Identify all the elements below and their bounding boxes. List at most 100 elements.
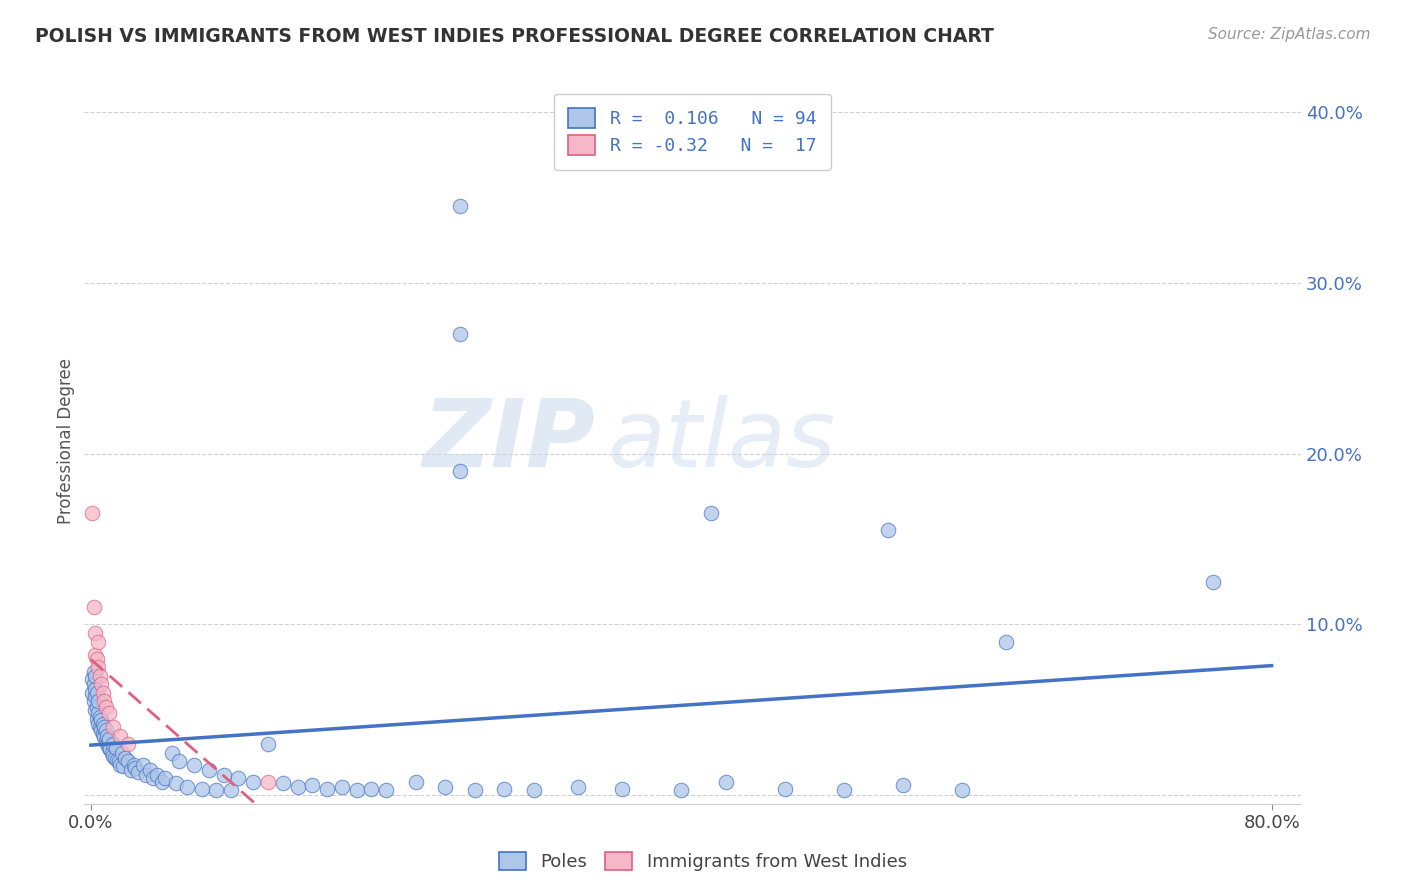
Point [494, 781, 516, 796]
Point [1201, 574, 1223, 589]
Point [228, 772, 250, 786]
Point [89, 710, 111, 724]
Point [219, 783, 242, 797]
Point [84, 626, 107, 640]
Point [205, 783, 228, 797]
Point [94, 699, 117, 714]
Point [257, 774, 280, 789]
Point [111, 746, 134, 760]
Point [86, 686, 108, 700]
Point [271, 776, 294, 790]
Point [671, 783, 693, 797]
Point [464, 783, 486, 797]
Point [700, 507, 723, 521]
Point [212, 768, 235, 782]
Point [153, 772, 176, 786]
Point [131, 757, 153, 772]
Point [891, 778, 914, 792]
Point [114, 751, 136, 765]
Point [876, 524, 898, 538]
Point [301, 778, 323, 792]
Point [449, 464, 471, 478]
Point [83, 600, 105, 615]
Text: POLISH VS IMMIGRANTS FROM WEST INDIES PROFESSIONAL DEGREE CORRELATION CHART: POLISH VS IMMIGRANTS FROM WEST INDIES PR… [35, 27, 994, 45]
Point [91, 686, 114, 700]
Point [150, 774, 173, 789]
Point [83, 677, 105, 691]
Point [84, 669, 107, 683]
Point [169, 754, 191, 768]
Point [117, 754, 139, 768]
Point [567, 780, 589, 794]
Point [257, 737, 280, 751]
Point [96, 737, 118, 751]
Point [86, 712, 108, 726]
Point [176, 780, 198, 794]
Point [950, 783, 973, 797]
Point [773, 781, 796, 796]
Point [110, 757, 132, 772]
Point [97, 731, 120, 746]
Point [190, 781, 212, 796]
Point [198, 763, 221, 777]
Point [124, 761, 146, 775]
Point [142, 772, 165, 786]
Point [84, 682, 107, 697]
Point [84, 648, 107, 663]
Point [90, 677, 112, 691]
Y-axis label: Professional Degree: Professional Degree [58, 358, 75, 524]
Point [139, 763, 162, 777]
Point [449, 199, 471, 213]
Point [87, 694, 110, 708]
Text: atlas: atlas [607, 395, 835, 486]
Point [146, 768, 169, 782]
Point [84, 690, 107, 704]
Point [360, 781, 382, 796]
Point [523, 783, 546, 797]
Point [449, 326, 471, 341]
Legend: Poles, Immigrants from West Indies: Poles, Immigrants from West Indies [492, 845, 914, 879]
Point [100, 746, 122, 760]
Point [94, 733, 117, 747]
Point [287, 780, 309, 794]
Point [83, 694, 105, 708]
Point [89, 720, 111, 734]
Legend: R =  0.106   N = 94, R = -0.32   N =  17: R = 0.106 N = 94, R = -0.32 N = 17 [554, 94, 831, 169]
Point [104, 740, 127, 755]
Point [107, 752, 129, 766]
Point [87, 706, 110, 721]
Point [87, 660, 110, 674]
Point [96, 729, 118, 743]
Point [242, 774, 264, 789]
Point [94, 723, 117, 738]
Point [434, 780, 457, 794]
Point [101, 720, 124, 734]
Point [87, 634, 110, 648]
Point [405, 774, 427, 789]
Point [91, 727, 114, 741]
Point [346, 783, 368, 797]
Point [90, 713, 112, 727]
Point [86, 699, 108, 714]
Point [90, 723, 112, 738]
Point [183, 757, 205, 772]
Point [108, 754, 131, 768]
Point [714, 774, 737, 789]
Point [160, 746, 183, 760]
Point [166, 776, 188, 790]
Point [84, 703, 107, 717]
Point [83, 665, 105, 680]
Point [82, 686, 104, 700]
Point [86, 651, 108, 665]
Point [832, 783, 855, 797]
Point [127, 764, 149, 779]
Text: Source: ZipAtlas.com: Source: ZipAtlas.com [1208, 27, 1371, 42]
Point [93, 694, 115, 708]
Point [97, 740, 120, 755]
Point [375, 783, 398, 797]
Point [91, 716, 114, 731]
Point [110, 729, 132, 743]
Point [103, 751, 125, 765]
Point [82, 507, 104, 521]
Point [316, 781, 339, 796]
